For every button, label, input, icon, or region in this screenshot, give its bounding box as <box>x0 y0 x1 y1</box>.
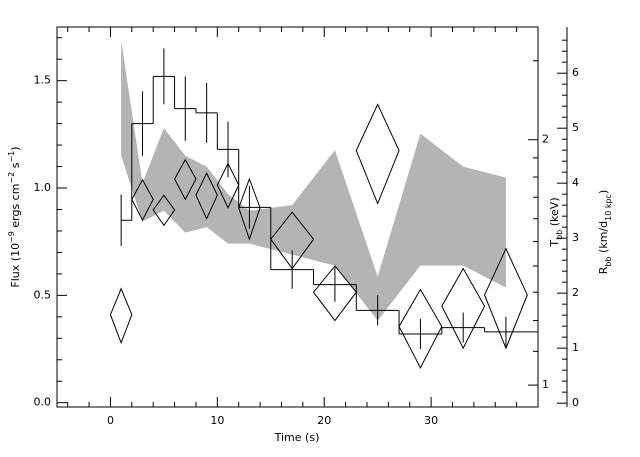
y3-axis-label: Rbb (km/d10 kpc) <box>597 190 613 275</box>
x-tick-label: 0 <box>107 414 114 427</box>
y-tick-label: 1.5 <box>34 74 52 87</box>
y2-tick-label: 2 <box>542 133 549 146</box>
y-axis-label-part: ergs cm <box>9 184 22 232</box>
temperature-diamond <box>355 103 400 205</box>
temperature-diamond <box>131 178 154 222</box>
temperature-diamond <box>270 211 315 270</box>
y2-axis-label: Tbb (keV) <box>548 197 564 247</box>
y2-tick-label: 1 <box>542 378 549 391</box>
y-tick-label: 0.5 <box>34 288 52 301</box>
temperature-diamond <box>441 267 486 350</box>
y2-axis-label-part: bb <box>555 230 564 240</box>
y3-axis-label-part: R <box>597 266 610 274</box>
y-axis-label: Flux (10−9 ergs cm−2 s−1) <box>7 146 22 287</box>
y2-axis-label-part: (keV) <box>548 197 561 229</box>
y3-axis-label-part: ) <box>597 190 610 194</box>
y3-tick-label: 6 <box>572 66 579 79</box>
temperature-diamond <box>484 247 528 350</box>
x-tick-label: 20 <box>317 414 331 427</box>
temperature-diamond <box>312 265 357 322</box>
temperature-diamond <box>174 158 197 201</box>
y3-tick-label: 5 <box>572 121 579 134</box>
temperature-diamond <box>216 162 240 210</box>
y3-tick-label: 1 <box>572 341 579 354</box>
x-axis-label: Time (s) <box>274 431 320 444</box>
x-tick-label: 10 <box>210 414 224 427</box>
y-axis-label-part: Flux (10 <box>9 243 22 288</box>
y3-axis-label-part: bb <box>604 256 613 266</box>
temperature-diamond <box>109 287 133 345</box>
y3-axis-label-part: 10 kpc <box>604 194 613 221</box>
radius-band <box>121 40 506 321</box>
temperature-diamond <box>195 171 218 220</box>
temperature-diamond <box>152 194 176 227</box>
y3-tick-label: 4 <box>572 176 579 189</box>
y3-tick-label: 3 <box>572 231 579 244</box>
y3-axis-label-part: (km/d <box>597 221 610 257</box>
y-axis-label-part: −1 <box>7 151 16 163</box>
y2-axis-label-part: T <box>548 240 561 248</box>
y-axis-label-part: s <box>9 162 22 171</box>
y-axis-label-part: −2 <box>7 172 16 184</box>
y3-tick-label: 0 <box>572 396 579 409</box>
x-tick-label: 30 <box>424 414 438 427</box>
y-axis-label-part: ) <box>9 146 22 150</box>
y3-tick-label: 2 <box>572 286 579 299</box>
y-tick-label: 1.0 <box>34 181 52 194</box>
temperature-diamond <box>238 177 261 241</box>
y-axis-label-part: −9 <box>7 231 16 243</box>
temperature-diamond <box>398 288 443 369</box>
y-tick-label: 0.0 <box>34 396 52 409</box>
plot-frame <box>56 26 539 408</box>
